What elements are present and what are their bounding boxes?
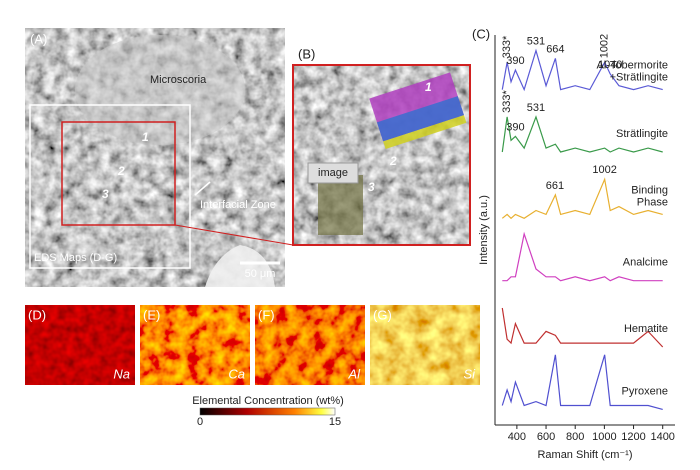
element-label: Ca [228,366,245,381]
zone-label: Interfacial Zone [200,199,276,211]
colorbar: Elemental Concentration (wt%) 0 15 [192,395,344,428]
point-label: 3 [102,187,109,201]
zone-arrow [194,181,211,196]
image-tag [307,162,359,184]
colorbar-min: 0 [197,416,203,428]
x-tick-label: 1000 [592,431,616,443]
point-label: 2 [389,154,397,168]
eds-box [29,104,191,269]
point-label: 1 [425,80,432,94]
spectrum [501,307,664,348]
series-label: Al-Tobermorite +Strätlingite [596,59,668,83]
panel-label: (A) [30,31,47,46]
panel-label: (E) [143,307,160,322]
panel-border [292,64,471,246]
series-label: Analcime [623,257,668,269]
point-label: 3 [368,180,375,194]
peak-label: 664 [546,43,564,55]
spectrum [501,115,663,153]
tag-label: image [318,167,348,179]
panel-label: (B) [298,46,315,61]
scale-label: 50 μm [245,268,276,280]
peak-label: 1040 [598,59,622,71]
panel-label: (D) [28,307,46,322]
zoom-box [61,121,176,226]
colorbar-scale [199,407,336,416]
panel-label: (G) [373,307,392,322]
microscoria-region [75,35,245,145]
x-tick-label: 1400 [650,431,674,443]
raman-plot: 400 600 800 1000 1200 1400 Al-Tobermorite +Strä… [501,34,675,443]
series-label: Hematite [624,323,668,335]
point-label: 1 [142,130,149,144]
peak-label: 333* [501,90,513,113]
eds-map [255,305,365,385]
bright-region [205,245,275,287]
peak-label: 661 [546,180,564,192]
spectrum [502,231,663,282]
spectrum [501,354,663,410]
panel-a: (A) Microscoria 1 2 3 Interfacial Zone E… [25,28,294,287]
x-tick-label: 1200 [621,431,645,443]
series-label: Pyroxene [622,385,668,397]
element-label: Na [113,366,130,381]
box-label: EDS Maps (D-G) [34,252,117,264]
x-tick-label: 600 [537,431,555,443]
eds-map [370,305,480,385]
peak-label: 390 [506,55,524,67]
x-tick-label: 800 [566,431,584,443]
peak-label: 390 [506,121,524,133]
peak-label: 531 [527,102,545,114]
region-label: Microscoria [150,74,207,86]
eds-map [25,305,135,385]
zoom-connector [174,224,294,246]
peak-label: 333* [501,35,513,58]
raman-map [318,175,363,235]
peak-label: 1002 [592,164,616,176]
panel-label: (F) [258,307,275,322]
spectrum [501,48,663,92]
point-label: 2 [117,164,125,178]
element-label: Si [463,366,476,381]
eds-map [140,305,250,385]
panel-label: (C) [472,26,490,41]
series-label: Strätlingite [616,128,668,140]
eds-maps: (D) Na (E) Ca (F) Al (G) Si [25,305,480,385]
peak-label: 531 [527,36,545,48]
series-label: Binding Phase [631,184,668,208]
element-label: Al [347,366,361,381]
colorbar-max: 15 [329,416,341,428]
spectrum [501,177,663,220]
raman-map [369,72,467,149]
y-axis-title: Intensity (a.u.) [478,195,490,265]
colorbar-title: Elemental Concentration (wt%) [192,395,344,407]
peak-label: 1002 [599,34,611,58]
panel-b: image (B) 1 2 3 [292,46,471,246]
x-tick-label: 400 [508,431,526,443]
x-axis-title: Raman Shift (cm⁻¹) [537,449,632,461]
